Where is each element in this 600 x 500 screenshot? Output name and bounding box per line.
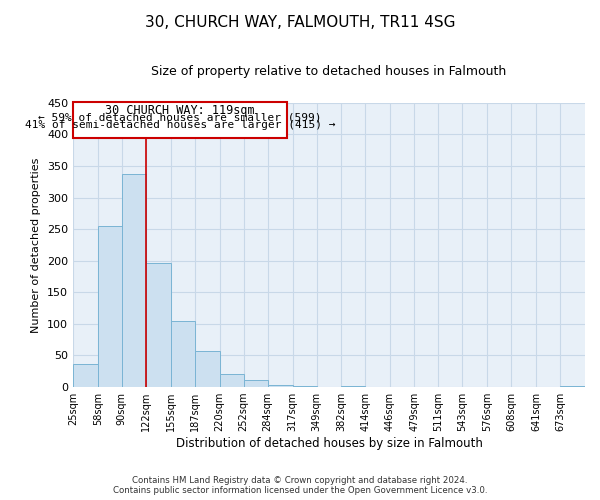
X-axis label: Distribution of detached houses by size in Falmouth: Distribution of detached houses by size … [176, 437, 482, 450]
Text: 41% of semi-detached houses are larger (415) →: 41% of semi-detached houses are larger (… [25, 120, 335, 130]
Bar [244, 380, 268, 387]
Text: Contains HM Land Registry data © Crown copyright and database right 2024.
Contai: Contains HM Land Registry data © Crown c… [113, 476, 487, 495]
Title: Size of property relative to detached houses in Falmouth: Size of property relative to detached ho… [151, 65, 506, 78]
Bar [170, 322, 195, 387]
Text: ← 59% of detached houses are smaller (599): ← 59% of detached houses are smaller (59… [38, 113, 322, 123]
Bar [98, 226, 122, 387]
Bar [73, 364, 98, 387]
FancyBboxPatch shape [73, 102, 287, 138]
Bar [146, 262, 170, 387]
Bar [268, 384, 293, 387]
Bar [560, 386, 585, 387]
Bar [122, 174, 146, 387]
Text: 30, CHURCH WAY, FALMOUTH, TR11 4SG: 30, CHURCH WAY, FALMOUTH, TR11 4SG [145, 15, 455, 30]
Y-axis label: Number of detached properties: Number of detached properties [31, 157, 41, 332]
Text: 30 CHURCH WAY: 119sqm: 30 CHURCH WAY: 119sqm [105, 104, 255, 117]
Bar [220, 374, 244, 387]
Bar [293, 386, 317, 387]
Bar [341, 386, 365, 387]
Bar [195, 351, 220, 387]
